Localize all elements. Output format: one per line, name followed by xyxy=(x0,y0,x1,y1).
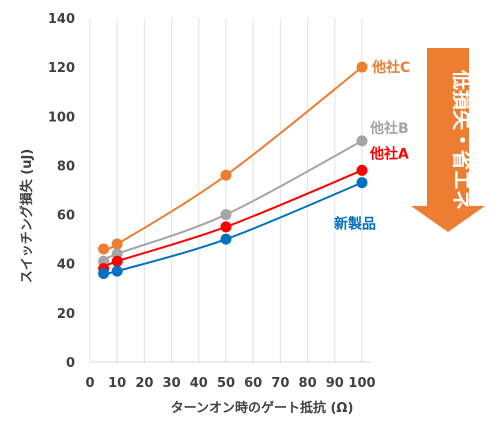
series-line xyxy=(102,139,363,263)
x-tick-label: 60 xyxy=(244,376,262,391)
series-2: 他社A xyxy=(98,145,409,275)
data-point xyxy=(111,265,123,277)
data-point xyxy=(220,169,232,181)
series-3: 新製品 xyxy=(98,177,376,280)
data-point xyxy=(220,209,232,221)
arrow-shape xyxy=(411,48,485,232)
data-point xyxy=(356,177,368,189)
data-point xyxy=(111,238,123,250)
data-point xyxy=(356,164,368,176)
x-axis-ticks: 0 10 20 30 40 50 60 70 80 90 100 xyxy=(85,376,375,391)
x-tick-label: 0 xyxy=(85,376,94,391)
y-tick-label: 140 xyxy=(48,12,75,27)
x-axis-title: ターンオン時のゲート抵抗 (Ω) xyxy=(171,400,354,416)
arrow-label: 低損失・省エネ xyxy=(450,69,474,210)
low-loss-arrow: 低損失・省エネ xyxy=(411,48,485,232)
y-tick-label: 0 xyxy=(66,356,75,371)
y-tick-label: 40 xyxy=(57,258,75,273)
y-axis-title: スイッチング損失 (uJ) xyxy=(19,149,35,284)
series-label: 新製品 xyxy=(334,216,376,233)
series-1: 他社B xyxy=(98,120,409,267)
data-point xyxy=(98,243,110,255)
grid xyxy=(89,18,363,362)
y-tick-label: 60 xyxy=(57,209,75,224)
series-line xyxy=(102,169,363,270)
x-tick-label: 30 xyxy=(163,376,181,391)
data-point xyxy=(356,61,368,73)
y-tick-label: 120 xyxy=(48,61,75,76)
data-point xyxy=(98,268,110,280)
data-point xyxy=(220,233,232,245)
x-tick-label: 20 xyxy=(135,376,153,391)
x-tick-label: 100 xyxy=(348,376,375,391)
series-0: 他社C xyxy=(98,59,410,255)
x-tick-label: 50 xyxy=(217,376,235,391)
y-tick-label: 100 xyxy=(48,110,75,125)
x-tick-label: 70 xyxy=(271,376,289,391)
y-axis-ticks: 0 20 40 60 80 100 120 140 xyxy=(48,12,75,371)
x-tick-label: 10 xyxy=(108,376,126,391)
x-tick-label: 40 xyxy=(190,376,208,391)
series-label: 他社C xyxy=(371,59,410,76)
data-point xyxy=(220,221,232,233)
x-tick-label: 80 xyxy=(299,376,317,391)
data-point xyxy=(356,135,368,147)
x-tick-label: 90 xyxy=(326,376,344,391)
series-label: 他社B xyxy=(369,120,409,137)
series-label: 他社A xyxy=(369,145,409,162)
y-tick-label: 80 xyxy=(57,159,75,174)
series-layer: 他社C 他社B 他社A 新製品 xyxy=(98,59,410,280)
y-tick-label: 20 xyxy=(57,307,75,322)
data-point xyxy=(111,255,123,267)
